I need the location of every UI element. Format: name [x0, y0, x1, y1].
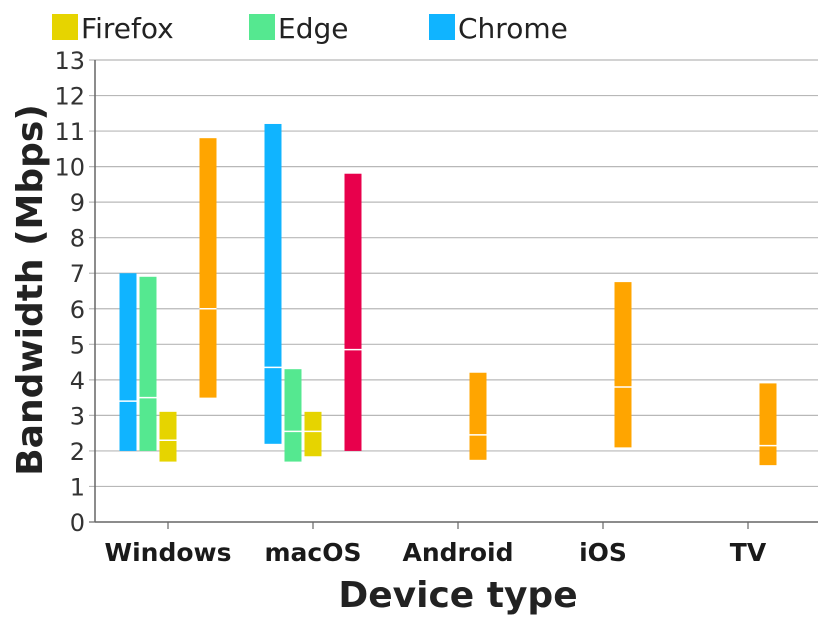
range-bar — [139, 276, 157, 451]
axes — [94, 60, 818, 523]
x-tick-label: iOS — [579, 538, 627, 567]
x-tick-label: TV — [730, 538, 767, 567]
y-tick-label: 9 — [70, 189, 85, 217]
y-axis-title: Bandwidth (Mbps) — [10, 104, 51, 476]
range-bar — [614, 282, 632, 448]
range-bar — [284, 369, 302, 462]
y-tick-label: 3 — [70, 402, 85, 430]
y-tick-label: 2 — [70, 438, 85, 466]
gridlines — [89, 59, 818, 523]
range-bar — [759, 383, 777, 466]
range-bar — [119, 273, 137, 451]
y-tick-label: 12 — [54, 83, 85, 111]
range-bar — [304, 411, 322, 457]
y-tick-label: 1 — [70, 473, 85, 501]
legend-swatch — [52, 14, 78, 40]
legend-label: Firefox — [81, 12, 174, 45]
range-bar — [199, 138, 217, 398]
legend-swatch — [429, 14, 455, 40]
range-bar — [264, 123, 282, 444]
range-bars — [119, 123, 777, 466]
x-tick-label: Android — [402, 538, 513, 567]
legend-label: Chrome — [458, 12, 568, 45]
legend-label: Edge — [278, 12, 348, 45]
x-tick-label: macOS — [265, 538, 362, 567]
x-tick-labels: Windows macOS Android iOS TV — [105, 522, 767, 567]
legend: Firefox Edge Chrome — [52, 12, 568, 45]
y-tick-label: 13 — [54, 47, 85, 75]
y-tick-label: 8 — [70, 225, 85, 253]
x-tick-label: Windows — [105, 538, 232, 567]
y-tick-label: 11 — [54, 118, 85, 146]
range-bar — [159, 411, 177, 462]
y-tick-label: 0 — [70, 509, 85, 537]
y-tick-label: 5 — [70, 331, 85, 359]
range-bar — [344, 173, 362, 451]
range-bar — [469, 372, 487, 460]
y-tick-label: 10 — [54, 154, 85, 182]
y-tick-label: 4 — [70, 367, 85, 395]
y-tick-label: 7 — [70, 260, 85, 288]
y-tick-label: 6 — [70, 296, 85, 324]
legend-swatch — [249, 14, 275, 40]
x-axis-title: Device type — [338, 575, 577, 616]
